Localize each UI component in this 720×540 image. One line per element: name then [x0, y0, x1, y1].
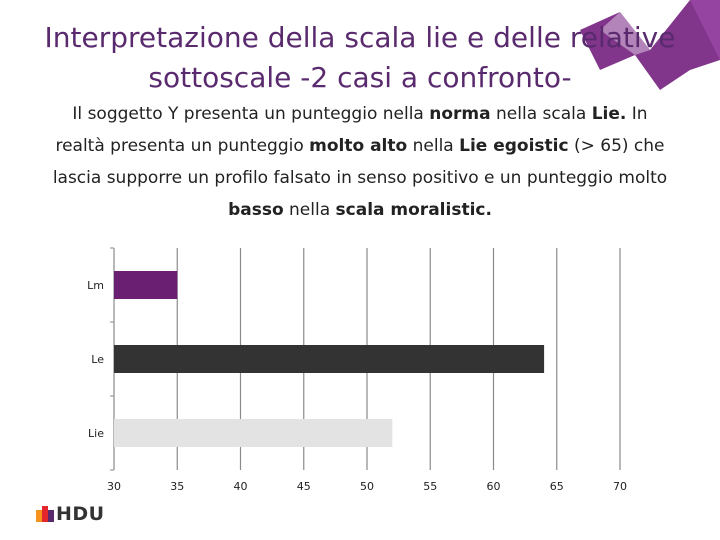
- body-run-8: (> 65) che lascia supporre un profilo fa…: [52, 136, 668, 188]
- body-run-4: In realtà presenta un punteggio: [55, 104, 648, 156]
- hdu-logo: HDU: [36, 503, 126, 526]
- x-tick-label: 50: [360, 480, 374, 493]
- logo-text: HDU: [56, 503, 105, 525]
- x-tick-label: 55: [423, 480, 437, 493]
- x-tick-label: 45: [297, 480, 311, 493]
- body-paragraph: Il soggetto Y presenta un punteggio nell…: [50, 98, 670, 226]
- body-run-3: Lie.: [591, 104, 627, 124]
- x-tick-label: 60: [487, 480, 501, 493]
- bar-le: [114, 345, 545, 373]
- x-tick-label: 35: [170, 480, 184, 493]
- body-run-7: Lie egoistic: [459, 136, 569, 156]
- body-run-11: scala moralistic.: [335, 200, 492, 220]
- body-run-10: nella: [283, 200, 336, 220]
- category-label: Lm: [87, 279, 104, 292]
- slide-title: Interpretazione della scala lie e delle …: [20, 18, 700, 98]
- x-tick-label: 65: [550, 480, 564, 493]
- body-run-9: basso: [228, 200, 284, 220]
- category-label: Le: [91, 353, 104, 366]
- body-run-6: nella: [407, 136, 460, 156]
- body-run-1: norma: [429, 104, 491, 124]
- decorative-ribbon: [580, 0, 720, 90]
- chart-svg: 30 35 40 45 50 55 60 65 70 Lm Le Lie: [87, 247, 627, 493]
- body-run-5: molto alto: [309, 136, 408, 156]
- body-run-2: nella scala: [490, 104, 592, 124]
- body-run-0: Il soggetto Y presenta un punteggio nell…: [72, 104, 430, 124]
- logo-mark-icon: [36, 506, 54, 522]
- bar-lie: [114, 419, 393, 447]
- category-label: Lie: [88, 427, 104, 440]
- x-tick-label: 40: [234, 480, 248, 493]
- bar-lm: [114, 271, 178, 299]
- x-tick-label: 70: [613, 480, 627, 493]
- bar-chart: 30 35 40 45 50 55 60 65 70 Lm Le Lie: [0, 230, 720, 500]
- title-line-2: sottoscale -2 casi a confronto-: [148, 61, 572, 94]
- title-line-1: Interpretazione della scala lie e delle …: [44, 21, 676, 54]
- x-tick-label: 30: [107, 480, 121, 493]
